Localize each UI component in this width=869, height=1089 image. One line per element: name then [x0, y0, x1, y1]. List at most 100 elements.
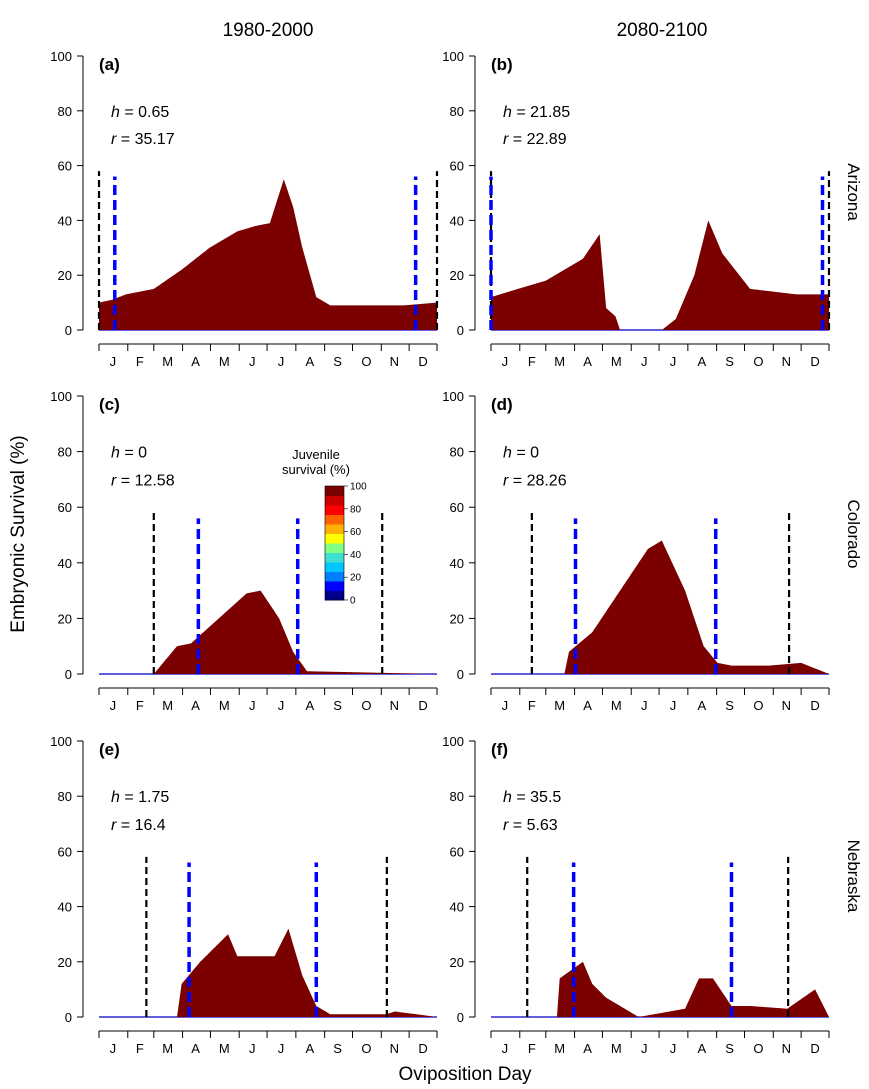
month-tick-label: J: [249, 698, 256, 713]
month-tick-label: A: [191, 354, 200, 369]
month-tick-label: J: [670, 354, 677, 369]
y-tick-label: 100: [50, 49, 72, 64]
embryonic-survival-bars: [491, 961, 829, 1017]
month-tick-label: M: [219, 698, 230, 713]
panel-a: 0 20 40 60 80 100 J F M A M J J A S O N D (a) h = 0.65 r = 3…: [50, 49, 439, 369]
embryonic-survival-bars: [99, 928, 437, 1017]
month-tick-label: S: [725, 354, 734, 369]
month-tick-label: M: [162, 698, 173, 713]
colorbar-tick-label: 20: [350, 573, 362, 584]
month-tick-label: J: [278, 1041, 285, 1056]
y-tick-label: 60: [58, 159, 72, 174]
colorbar-tick-label: 80: [350, 504, 362, 515]
h-statistic: h = 21.85: [503, 104, 570, 121]
r-statistic: r = 12.58: [111, 472, 175, 489]
month-tick-label: J: [110, 354, 117, 369]
month-tick-label: A: [583, 354, 592, 369]
y-tick-label: 0: [457, 1010, 464, 1025]
y-tick-label: 0: [457, 323, 464, 338]
month-tick-label: J: [110, 1041, 117, 1056]
y-tick-label: 40: [450, 213, 464, 228]
month-tick-label: J: [641, 354, 648, 369]
y-tick-label: 0: [457, 667, 464, 682]
month-tick-label: A: [697, 698, 706, 713]
panel-label: (f): [491, 740, 508, 759]
colorbar-tick-label: 100: [350, 482, 367, 493]
r-statistic: r = 5.63: [503, 817, 558, 834]
month-tick-label: O: [753, 698, 763, 713]
month-tick-label: D: [810, 1041, 819, 1056]
month-tick-label: M: [554, 698, 565, 713]
y-tick-label: 80: [58, 104, 72, 119]
month-tick-label: N: [782, 354, 791, 369]
column-title-right: 2080-2100: [617, 20, 708, 41]
y-tick-label: 100: [50, 389, 72, 404]
colorbar-segment: [325, 514, 344, 525]
month-tick-label: J: [110, 698, 117, 713]
panel-f: 0 20 40 60 80 100 J F M A M J J A S O N D (f) h = 35.5 r = 5…: [442, 734, 830, 1056]
month-tick-label: A: [305, 1041, 314, 1056]
month-tick-label: A: [697, 1041, 706, 1056]
panel-label: (e): [99, 740, 120, 759]
x-axis-label: Oviposition Day: [398, 1064, 532, 1085]
month-tick-label: O: [753, 1041, 763, 1056]
y-tick-label: 60: [450, 844, 464, 859]
y-tick-label: 40: [450, 900, 464, 915]
month-tick-label: A: [583, 1041, 592, 1056]
row-title-nebraska: Nebraska: [844, 840, 863, 913]
month-tick-label: M: [611, 1041, 622, 1056]
month-tick-label: M: [611, 698, 622, 713]
y-tick-label: 0: [65, 323, 72, 338]
month-tick-label: N: [782, 698, 791, 713]
r-statistic: r = 35.17: [111, 131, 175, 148]
y-axis-label: Embryonic Survival (%): [8, 435, 29, 632]
y-tick-label: 100: [50, 734, 72, 749]
month-tick-label: A: [305, 354, 314, 369]
y-tick-label: 20: [58, 611, 72, 626]
colorbar-segment: [325, 590, 344, 601]
month-tick-label: J: [278, 354, 285, 369]
month-tick-label: F: [528, 1041, 536, 1056]
month-tick-label: F: [136, 698, 144, 713]
month-tick-label: S: [333, 1041, 342, 1056]
month-tick-label: A: [697, 354, 706, 369]
colorbar-segment: [325, 562, 344, 572]
month-tick-label: F: [136, 1041, 144, 1056]
y-tick-label: 80: [450, 445, 464, 460]
panel-label: (c): [99, 395, 120, 414]
y-tick-label: 0: [65, 667, 72, 682]
month-tick-label: J: [249, 354, 256, 369]
panel-d: 0 20 40 60 80 100 J F M A M J J A S O N D (d) h = 0 r = 28.2…: [442, 389, 830, 713]
colorbar-segment: [325, 533, 344, 544]
y-tick-label: 20: [58, 955, 72, 970]
embryonic-survival-bars: [99, 179, 437, 330]
panel-b: 0 20 40 60 80 100 J F M A M J J A S O N D (b) h = 21.85 r = …: [442, 49, 831, 369]
month-tick-label: N: [390, 698, 399, 713]
month-tick-label: S: [333, 698, 342, 713]
colorbar-tick-label: 40: [350, 550, 362, 561]
row-title-colorado: Colorado: [844, 500, 863, 569]
panel-label: (d): [491, 395, 513, 414]
y-tick-label: 40: [58, 556, 72, 571]
h-statistic: h = 1.75: [111, 789, 169, 806]
colorbar-segment: [325, 581, 344, 591]
month-tick-label: D: [810, 354, 819, 369]
month-tick-label: A: [191, 1041, 200, 1056]
month-tick-label: O: [361, 1041, 371, 1056]
panel-label: (a): [99, 55, 120, 74]
month-tick-label: J: [502, 698, 509, 713]
y-tick-label: 0: [65, 1010, 72, 1025]
y-tick-label: 60: [450, 500, 464, 515]
h-statistic: h = 0: [503, 445, 539, 462]
y-tick-label: 80: [450, 104, 464, 119]
colorbar-segment: [325, 571, 344, 582]
month-tick-label: D: [418, 1041, 427, 1056]
colorbar-tick-label: 60: [350, 527, 362, 538]
r-statistic: r = 16.4: [111, 817, 166, 834]
y-tick-label: 60: [58, 844, 72, 859]
month-tick-label: D: [418, 698, 427, 713]
month-tick-label: A: [305, 698, 314, 713]
colorbar-segment: [325, 495, 344, 506]
colorbar-segment: [325, 552, 344, 563]
